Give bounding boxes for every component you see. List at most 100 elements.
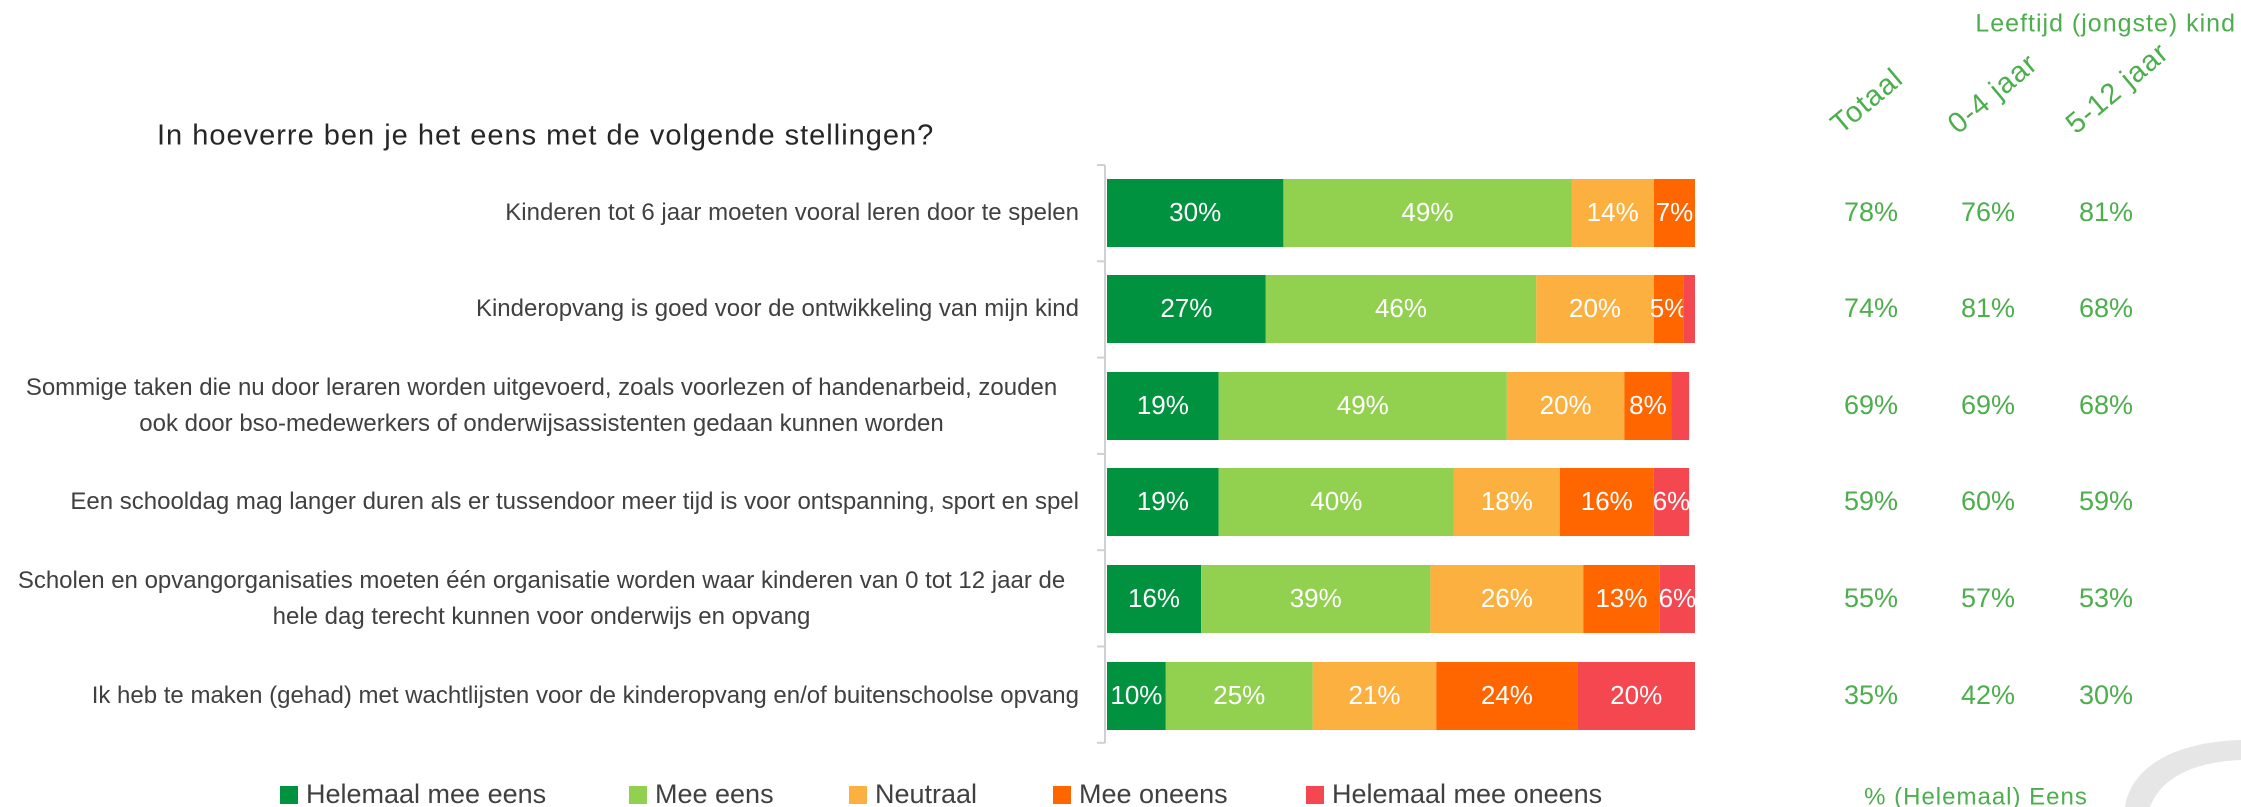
data-label: 19% [1137, 486, 1189, 516]
summary-value: 76% [1961, 197, 2015, 227]
summary-value: 69% [1844, 390, 1898, 420]
bar-segment [1107, 565, 1202, 633]
category-text: Een schooldag mag langer duren als er tu… [70, 488, 1079, 515]
category-label: Ik heb te maken (gehad) met wachtlijsten… [4, 656, 1079, 736]
data-label: 18% [1481, 486, 1533, 516]
bar-segment [1107, 662, 1166, 730]
bar-segment [1218, 468, 1454, 536]
data-label: 49% [1401, 197, 1453, 227]
data-label: 19% [1137, 390, 1189, 420]
summary-value: 53% [2079, 583, 2133, 613]
summary-value: 81% [1961, 293, 2015, 323]
bar-segment [1201, 565, 1431, 633]
bar-segment [1430, 565, 1584, 633]
summary-value: 55% [1844, 583, 1898, 613]
data-label: 39% [1290, 583, 1342, 613]
data-label: 26% [1481, 583, 1533, 613]
summary-value: 78% [1844, 197, 1898, 227]
data-label: 13% [1595, 583, 1647, 613]
data-label: 27% [1160, 293, 1212, 323]
data-label: 21% [1349, 680, 1401, 710]
summary-value: 57% [1961, 583, 2015, 613]
legend-swatch [1306, 786, 1324, 804]
bar-segment [1165, 662, 1313, 730]
summary-value: 68% [2079, 293, 2133, 323]
data-label: 24% [1481, 680, 1533, 710]
data-label: 7% [1656, 197, 1694, 227]
legend-label: Neutraal [875, 779, 977, 807]
data-label: 14% [1587, 197, 1639, 227]
category-label: Kinderen tot 6 jaar moeten vooral leren … [4, 173, 1079, 253]
summary-value: 68% [2079, 390, 2133, 420]
bar-segment [1683, 275, 1695, 343]
legend-swatch [629, 786, 647, 804]
summary-value: 81% [2079, 197, 2133, 227]
data-label: 20% [1569, 293, 1621, 323]
column-header: Totaal [1825, 62, 1909, 140]
data-label: 10% [1110, 680, 1162, 710]
data-label: 16% [1581, 486, 1633, 516]
bar-segment [1107, 468, 1219, 536]
bar-segment [1453, 468, 1560, 536]
summary-value: 42% [1961, 680, 2015, 710]
bar-segment [1283, 179, 1572, 247]
bar-segment [1671, 372, 1690, 440]
legend-label: Mee oneens [1079, 779, 1228, 807]
data-label: 25% [1213, 680, 1265, 710]
category-label: Scholen en opvangorganisaties moeten één… [4, 559, 1079, 639]
bar-segment [1559, 468, 1654, 536]
data-label: 6% [1659, 583, 1697, 613]
legend-swatch [280, 786, 298, 804]
data-label: 49% [1337, 390, 1389, 420]
column-header: 5-12 jaar [2060, 36, 2175, 140]
summary-footer: % (Helemaal) Eens [1864, 783, 2088, 807]
bar-segment [1107, 372, 1219, 440]
category-label: Sommige taken die nu door leraren worden… [4, 366, 1079, 446]
bar-segment [1218, 372, 1507, 440]
bar-segment [1107, 275, 1266, 343]
bar-segment [1653, 179, 1695, 247]
summary-value: 69% [1961, 390, 2015, 420]
bar-segment [1653, 275, 1684, 343]
summary-value: 30% [2079, 680, 2133, 710]
category-text: Kinderopvang is goed voor de ontwikkelin… [475, 295, 1079, 322]
bar-segment [1571, 179, 1654, 247]
bar-segment [1583, 565, 1660, 633]
data-label: 20% [1610, 680, 1662, 710]
category-text: Ik heb te maken (gehad) met wachtlijsten… [91, 682, 1079, 709]
category-label: Een schooldag mag langer duren als er tu… [4, 462, 1079, 542]
bar-segment [1536, 275, 1654, 343]
data-label: 30% [1169, 197, 1221, 227]
data-label: 6% [1653, 486, 1691, 516]
bar-segment [1436, 662, 1578, 730]
category-label: Kinderopvang is goed voor de ontwikkelin… [4, 269, 1079, 349]
legend-label: Helemaal mee oneens [1332, 779, 1602, 807]
summary-value: 60% [1961, 486, 2015, 516]
legend-swatch [849, 786, 867, 804]
summary-value: 59% [2079, 486, 2133, 516]
bar-segment [1265, 275, 1537, 343]
data-label: 20% [1540, 390, 1592, 420]
bar-segment [1624, 372, 1672, 440]
bar-segment [1107, 179, 1284, 247]
data-label: 16% [1128, 583, 1180, 613]
data-label: 5% [1650, 293, 1688, 323]
legend-swatch [1053, 786, 1071, 804]
summary-value: 35% [1844, 680, 1898, 710]
category-text: Sommige taken die nu door leraren worden… [25, 374, 1058, 437]
summary-value: 59% [1844, 486, 1898, 516]
data-label: 40% [1310, 486, 1362, 516]
data-label: 46% [1375, 293, 1427, 323]
summary-value: 74% [1844, 293, 1898, 323]
data-label: 8% [1629, 390, 1667, 420]
bar-segment [1577, 662, 1695, 730]
bar-segment [1312, 662, 1437, 730]
column-header: 0-4 jaar [1942, 48, 2044, 141]
bar-segment [1506, 372, 1625, 440]
decoration [2150, 760, 2241, 807]
bar-segment [1653, 468, 1690, 536]
bar-segment [1659, 565, 1695, 633]
legend-label: Mee eens [655, 779, 774, 807]
